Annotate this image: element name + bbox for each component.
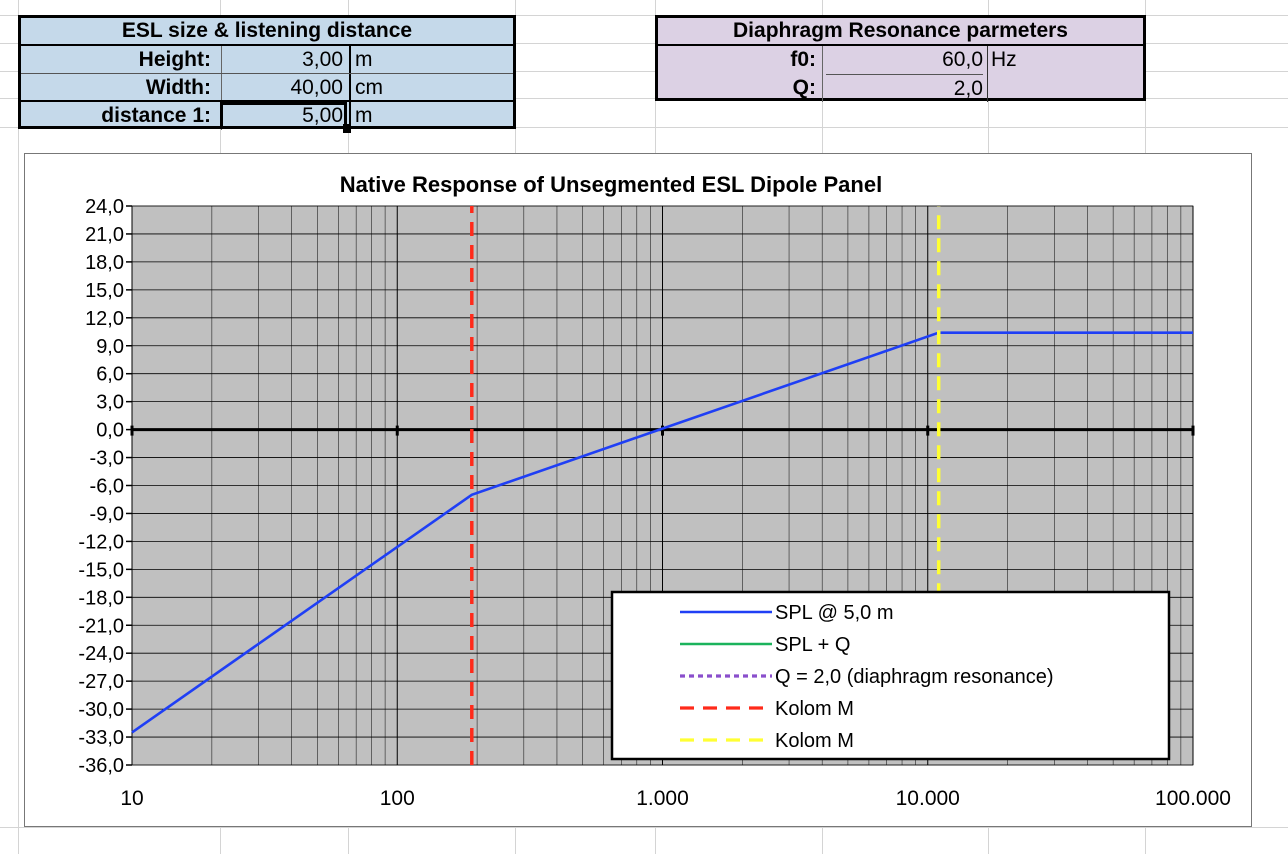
f0-label: f0: [790,48,816,71]
y-tick-label: 15,0 [85,280,124,302]
width-value[interactable]: 40,00 [290,76,343,99]
q-value[interactable]: 2,0 [826,74,983,102]
y-tick-label: 12,0 [85,308,124,330]
q-row: Q: 2,0 [658,74,1143,101]
f0-row: f0: 60,0 Hz [658,46,1143,73]
legend-label-0: SPL @ 5,0 m [775,602,894,624]
legend-label-1: SPL + Q [775,634,850,656]
q-label: Q: [792,76,816,99]
series-line-0 [131,331,1193,734]
distance-unit: m [355,104,373,127]
y-tick-label: 3,0 [96,392,124,414]
chart-title: Native Response of Unsegmented ESL Dipol… [340,172,882,197]
y-tick-label: 21,0 [85,224,124,246]
distance-value[interactable]: 5,00 [220,102,347,129]
x-tick-label: 10.000 [896,787,960,810]
x-tick-label: 1.000 [636,787,689,810]
distance-label: distance 1: [101,104,211,127]
legend-label-2: Q = 2,0 (diaphragm resonance) [775,666,1054,688]
f0-value[interactable]: 60,0 [942,48,983,71]
x-tick-label: 100.000 [1155,787,1231,810]
height-unit: m [355,48,373,71]
resonance-table-title: Diaphragm Resonance parmeters [658,18,1143,46]
x-tick-label: 10 [120,787,143,810]
height-row: Height: 3,00 m [21,46,513,73]
y-tick-label: -24,0 [78,643,124,665]
y-tick-label: 18,0 [85,252,124,274]
resonance-table: Diaphragm Resonance parmeters f0: 60,0 H… [655,15,1146,102]
y-tick-label: 24,0 [85,196,124,218]
legend-label-3: Kolom M [775,698,854,720]
y-tick-label: -33,0 [78,727,124,749]
f0-unit: Hz [991,48,1017,71]
y-tick-labels: 24,0 21,0 18,0 15,0 12,0 9,0 6,0 3,0 0,0 -3,0 -6,0… [78,196,124,777]
y-tick-label: -36,0 [78,755,124,777]
y-tick-label: 9,0 [96,336,124,358]
y-tick-label: 0,0 [96,420,124,442]
y-tick-label: -30,0 [78,699,124,721]
y-tick-label: -9,0 [90,503,124,525]
y-tick-label: -15,0 [78,559,124,581]
esl-size-table-title: ESL size & listening distance [21,18,513,46]
series-lines [131,206,1193,765]
distance-row: distance 1: 5,00 m [21,100,513,129]
height-label: Height: [138,48,211,71]
y-tick-label: -3,0 [90,448,124,470]
width-label: Width: [145,76,211,99]
y-tick-label: -12,0 [78,531,124,553]
esl-size-table: ESL size & listening distance Height: 3,… [18,15,516,130]
height-value[interactable]: 3,00 [302,48,343,71]
chart-area[interactable]: Native Response of Unsegmented ESL Dipol… [24,153,1252,827]
response-chart: Native Response of Unsegmented ESL Dipol… [78,172,1231,810]
legend-label-4: Kolom M [775,730,854,752]
y-tick-label: -27,0 [78,671,124,693]
y-tick-label: -6,0 [90,476,124,498]
x-tick-labels: 10 100 1.000 10.000 100.000 [120,787,1231,810]
legend-box [610,590,1171,761]
width-unit: cm [355,76,383,99]
fill-handle[interactable] [343,124,351,133]
x-tick-label: 100 [380,787,415,810]
width-row: Width: 40,00 cm [21,73,513,101]
y-tick-label: 6,0 [96,364,124,386]
y-tick-label: -18,0 [78,587,124,609]
legend: SPL @ 5,0 m SPL + Q Q = 2,0 (diaphragm res… [610,590,1171,761]
y-tick-label: -21,0 [78,615,124,637]
